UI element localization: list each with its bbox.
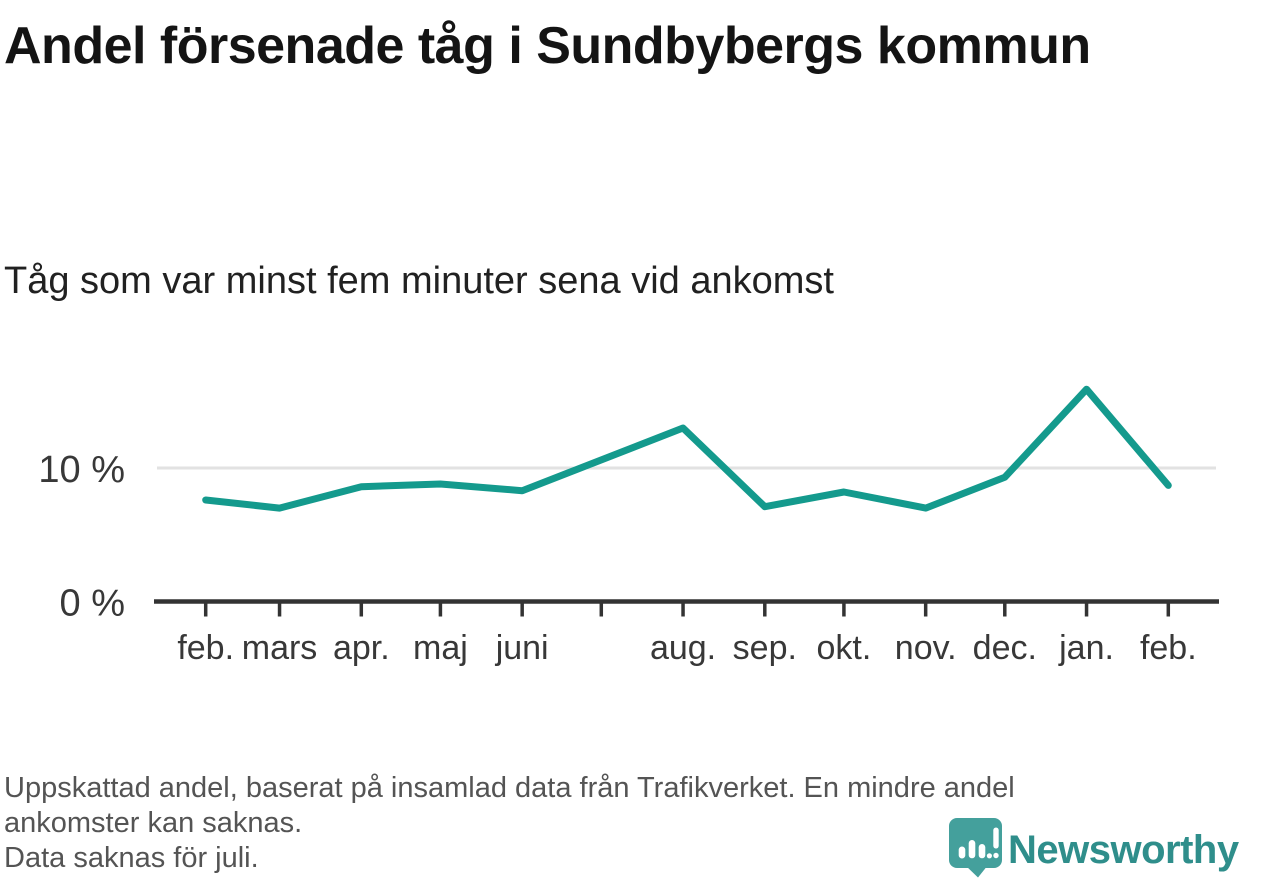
- newsworthy-logo: Newsworthy: [948, 816, 1262, 879]
- chart-title: Andel försenade tåg i Sundbybergs kommun: [4, 17, 1091, 75]
- chart-subtitle: Tåg som var minst fem minuter sena vid a…: [4, 260, 834, 302]
- x-axis-tick-label: feb.: [177, 629, 234, 667]
- x-axis-tick-label: sep.: [733, 629, 797, 667]
- data-line-delayed-share: [202, 385, 1172, 512]
- y-axis-tick-label: 10 %: [38, 449, 125, 491]
- x-axis-tick-label: jan.: [1058, 629, 1114, 667]
- x-axis-tick-label: mars: [242, 629, 318, 667]
- logo-period-dot: [986, 853, 992, 859]
- logo-bar-tall: [968, 840, 976, 859]
- logo-exclamation-bar: [993, 827, 999, 849]
- newsworthy-bubble-bar-chart-icon: [949, 818, 1002, 878]
- x-axis-tick-label: maj: [413, 629, 468, 667]
- footnote-line: Data saknas för juli.: [4, 842, 259, 874]
- footnote-line: Uppskattad andel, baserat på insamlad da…: [4, 772, 1015, 804]
- chart-footnote: Uppskattad andel, baserat på insamlad da…: [4, 771, 1254, 876]
- x-axis-tick-label: juni: [495, 629, 549, 667]
- x-axis-tick-label: aug.: [650, 629, 716, 667]
- x-axis-tick-label: dec.: [973, 629, 1037, 667]
- logo-bar-short: [958, 846, 966, 859]
- footnote-line: ankomster kan saknas.: [4, 807, 303, 839]
- x-axis-tick-label: nov.: [895, 629, 957, 667]
- y-axis-tick-label: 0 %: [60, 583, 125, 625]
- logo-bubble-tail: [965, 865, 988, 878]
- x-axis-tick-label: feb.: [1140, 629, 1197, 667]
- logo-exclamation-dot: [993, 852, 999, 859]
- x-axis-tick-label: apr.: [333, 629, 390, 667]
- newsworthy-wordmark: Newsworthy: [1008, 828, 1239, 872]
- x-axis-tick-label: okt.: [817, 629, 872, 667]
- logo-bar-medium: [978, 844, 986, 859]
